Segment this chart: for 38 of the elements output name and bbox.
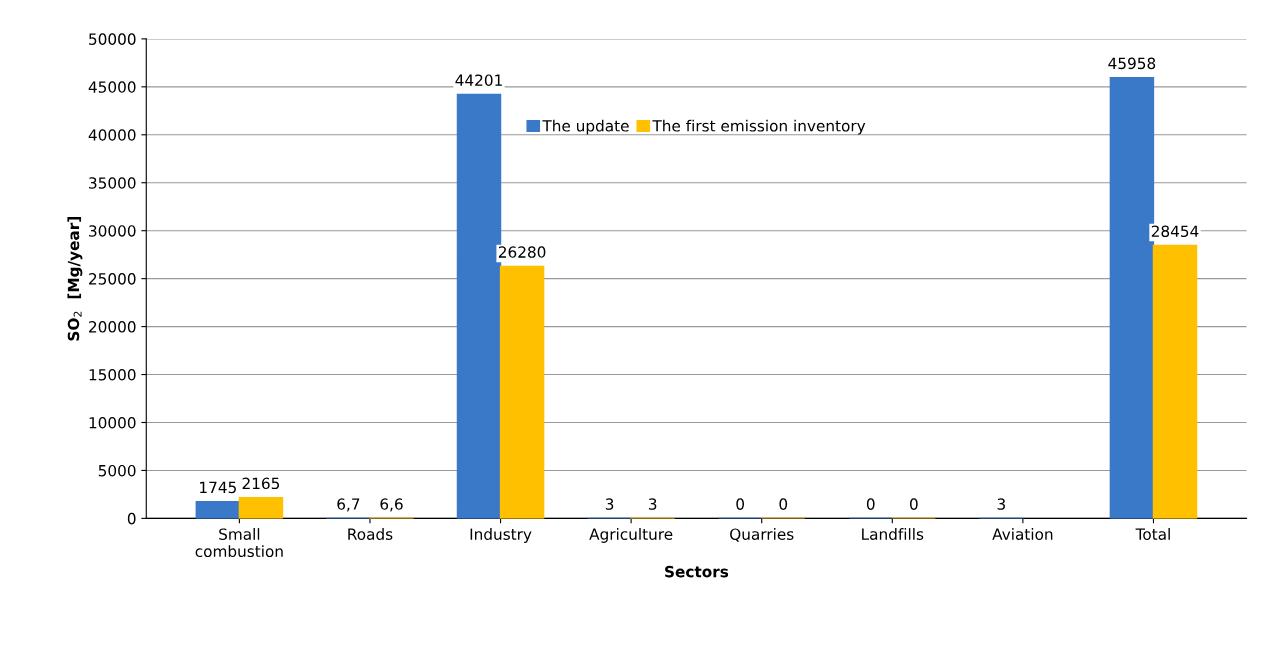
data-label: 3 [997,498,1005,510]
x-axis-title: Sectors [665,565,729,578]
y-tick-label: 25000 [89,273,136,285]
x-tick-label: Landfills [862,528,924,540]
y-tick-label: 20000 [89,321,136,333]
data-label: 28454 [1151,225,1199,237]
y-tick-label: 45000 [88,81,136,93]
y-tick-label: 40000 [88,129,136,141]
legend-label: The first emission inventory [652,119,866,135]
y-tick-label: 5000 [98,464,136,477]
data-label: 6,7 [337,498,360,512]
y-tick-label: 30000 [89,225,136,237]
data-label: 44201 [455,74,502,86]
x-tick-label: Total [1135,528,1170,540]
y-tick-label: 50000 [89,33,136,45]
data-label: 3 [605,498,614,510]
data-label: 6,6 [380,498,403,512]
y-tick-label: 35000 [89,177,136,189]
data-label: 0 [866,498,875,510]
data-label: 0 [909,498,918,510]
data-label: 2165 [242,477,280,490]
data-label: 0 [779,498,788,510]
legend-label: The update [542,119,629,135]
y-tick-label: 0 [127,512,136,525]
x-tick-label: Quarries [730,528,794,542]
data-label: 1745 [200,481,236,494]
text: SO$_{2}$ [Mg/year] [67,217,83,341]
x-tick-label: Small combustion [195,528,283,558]
x-tick-label: Agriculture [589,528,673,543]
y-tick-label: 15000 [89,369,136,381]
data-label: 26280 [498,246,546,258]
y-tick-label: 10000 [89,416,136,429]
x-tick-label: Roads [348,528,393,540]
x-tick-label: Aviation [992,528,1053,540]
data-label: 3 [648,498,657,510]
data-label: 45958 [1108,57,1156,70]
data-label: 0 [736,498,745,510]
x-tick-label: Industry [470,528,532,543]
